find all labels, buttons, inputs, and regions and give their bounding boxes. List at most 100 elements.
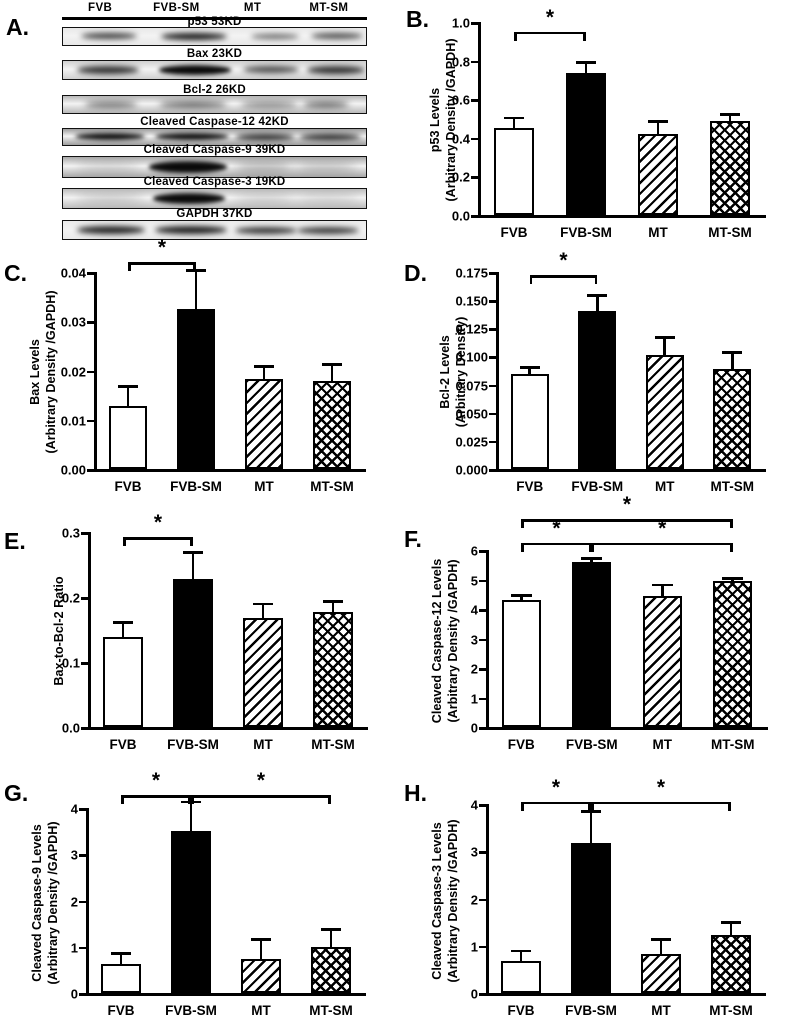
y-tick-mark (471, 215, 478, 218)
significance-bracket-tick-right (730, 542, 733, 552)
y-tick-mark (479, 668, 486, 671)
y-tick-mark (479, 609, 486, 612)
y-tick-mark (79, 854, 86, 857)
significance-bracket-line (591, 801, 731, 805)
blot-band (297, 226, 359, 234)
blot-band (235, 133, 295, 140)
bar-mt-sm (312, 381, 352, 469)
error-bar-stem (331, 602, 335, 612)
significance-bracket-tick-right (583, 31, 586, 41)
bar-fvb (101, 963, 141, 993)
error-bar-stem (191, 554, 195, 580)
y-axis-line (88, 532, 91, 730)
y-axis-title-line2: (Arbitrary Density /GAPDH) (45, 821, 60, 985)
y-tick-label: 0.6 (451, 92, 470, 108)
significance-bracket-line (123, 537, 193, 540)
y-tick-label: 0.075 (455, 378, 488, 394)
plot-area: 0.0 0.1 0.2 0.3 FVB FVB-SM MT MT-SM * (62, 512, 368, 752)
x-tick-label-fvb-sm: FVB-SM (560, 225, 612, 240)
y-tick-label: 2 (470, 661, 478, 677)
x-tick-label-mt-sm: MT-SM (709, 1003, 753, 1018)
error-bar-stem (262, 367, 266, 379)
y-axis-title-line2: (Arbitrary Density /GAPDH) (445, 559, 460, 723)
significance-bracket-tick-left (121, 795, 124, 805)
panel-letter-f: F. (404, 526, 422, 552)
error-bar-stem (730, 354, 734, 370)
error-bar-cap (510, 594, 532, 598)
y-tick-label: 0.000 (455, 462, 488, 478)
blot-band (303, 101, 349, 108)
significance-asterisk: * (256, 769, 266, 793)
blot-strip-1 (62, 26, 367, 46)
y-axis-title: Bax Levels (Arbitrary Density /GAPDH) (28, 272, 59, 472)
y-axis-title: Cleaved Caspase-9 Levels (Arbitrary Densi… (30, 808, 61, 998)
x-axis-line (478, 215, 766, 218)
y-tick-mark (479, 727, 486, 730)
blot-strip-2 (62, 59, 367, 81)
x-tick-label-fvb-sm: FVB-SM (167, 737, 219, 752)
x-tick-label-fvb: FVB (107, 1003, 135, 1018)
error-bar-cap (182, 551, 204, 555)
bar-fvb-sm (571, 843, 611, 993)
blot-band (77, 164, 139, 171)
panel-c-bar-chart: C. Bax Levels (Arbitrary Density /GAPDH) 0.… (0, 237, 400, 506)
panel-d-bar-chart: D. Bcl-2 Levels (Arbitrary Density) 0.000 0.… (400, 248, 788, 506)
x-tick-label-fvb: FVB (516, 479, 544, 494)
error-bar-stem (519, 952, 523, 962)
significance-bracket-tick-right (188, 795, 191, 805)
significance-bracket-line (521, 801, 591, 805)
y-tick-mark (87, 321, 94, 324)
y-axis-title-line2: (Arbitrary Density /GAPDH) (443, 38, 458, 202)
blot-lane-label-mt: MT (243, 2, 262, 14)
y-axis-title-line1: Cleaved Caspase-9 Levels (30, 824, 44, 982)
blot-band (311, 33, 363, 40)
panel-b-bar-chart: B. p53 Levels (Arbitrary Density /GAPDH) 0.… (400, 0, 788, 258)
y-axis-line (478, 22, 481, 218)
significance-bracket-tick-left (128, 262, 131, 272)
error-bar-stem (519, 597, 523, 601)
error-bar-cap (587, 293, 608, 297)
panel-letter-g: G. (4, 780, 29, 806)
blot-lane-header: FVB FVB-SM MT MT-SM (62, 2, 367, 14)
error-bar-stem (528, 368, 532, 375)
y-tick-label: 0.1 (61, 655, 80, 671)
y-tick-label: 3 (470, 632, 478, 647)
y-tick-label: 1 (470, 691, 478, 706)
error-bar-cap (110, 952, 132, 956)
blot-label-5: Cleaved Caspase-9 39KD (143, 144, 286, 157)
y-tick-mark (479, 638, 486, 642)
significance-bracket-tick-left (521, 542, 524, 552)
y-tick-label: 4 (470, 797, 478, 813)
blot-band (307, 66, 365, 74)
error-bar-cap (322, 362, 342, 366)
y-tick-mark (479, 550, 486, 553)
y-tick-label: 0.0 (61, 720, 80, 736)
error-bar-stem (330, 365, 334, 382)
blot-label-6: Cleaved Caspase-3 19KD (143, 176, 286, 189)
error-bar-stem (126, 387, 130, 407)
error-bar-cap (118, 384, 138, 388)
bar-fvb (501, 961, 541, 993)
error-bar-cap (722, 351, 743, 355)
error-bar-stem (729, 923, 733, 935)
bar-mt (641, 954, 681, 993)
error-bar-cap (720, 920, 742, 924)
blot-band (243, 66, 299, 74)
y-tick-label: 6 (470, 543, 478, 559)
error-bar-cap (254, 364, 274, 368)
y-tick-label: 0.03 (60, 314, 86, 330)
blot-strip-3 (62, 94, 367, 114)
blot-band (299, 133, 361, 140)
significance-asterisk: * (559, 249, 568, 273)
blot-band (241, 102, 297, 107)
error-bar-cap (575, 61, 597, 64)
plot-area: 0.00 0.01 0.02 0.03 0.04 FVB FVB-SM MT MT-SM * (61, 237, 366, 494)
plot-area: 0 1 2 3 4 FVB FVB-SM MT MT-SM * * (471, 777, 766, 1018)
y-tick-mark (87, 469, 94, 472)
error-bar-cap (722, 577, 743, 580)
significance-bracket-tick-left (591, 801, 594, 811)
x-axis-line (496, 469, 766, 472)
x-tick-label-fvb: FVB (114, 479, 142, 494)
x-tick-label-fvb-sm: FVB-SM (571, 479, 624, 494)
